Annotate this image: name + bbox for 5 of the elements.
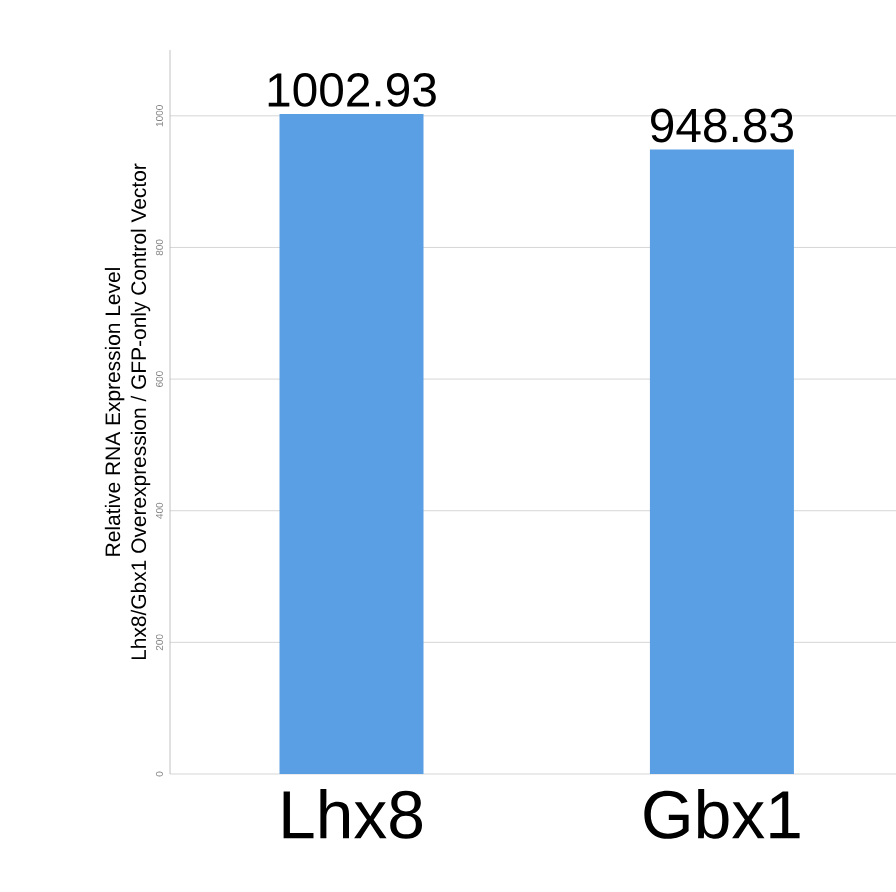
y-axis-title: Relative RNA Expression Level Lhx8/Gbx1 Overexpression / GFP-only Control Vector xyxy=(104,163,151,660)
data-label: 948.83 xyxy=(651,108,793,143)
x-tick-label: Lhx8 xyxy=(283,789,423,839)
x-tick-label: Gbx1 xyxy=(644,789,800,839)
data-label: 1002.93 xyxy=(268,73,436,107)
